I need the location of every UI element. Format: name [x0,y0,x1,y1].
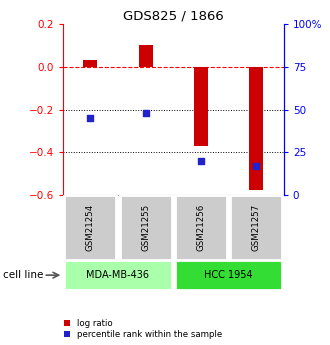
Text: GSM21254: GSM21254 [86,204,95,251]
Point [88,115,93,121]
Text: MDA-MB-436: MDA-MB-436 [86,270,149,280]
Text: HCC 1954: HCC 1954 [204,270,253,280]
Text: GSM21255: GSM21255 [141,204,150,251]
Text: GSM21256: GSM21256 [196,204,205,251]
Point [143,110,148,116]
Bar [83,60,97,67]
Bar [64,260,172,290]
Point [198,158,204,164]
Text: cell line: cell line [3,270,44,280]
Legend: log ratio, percentile rank within the sample: log ratio, percentile rank within the sa… [64,319,222,339]
Bar [64,195,116,260]
Text: GSM21257: GSM21257 [252,204,261,251]
Bar [230,195,282,260]
Bar [175,195,227,260]
Bar [120,195,172,260]
Bar [194,67,208,146]
Bar [139,46,152,67]
Bar [175,260,282,290]
Bar [249,67,263,190]
Title: GDS825 / 1866: GDS825 / 1866 [123,10,224,23]
Point [253,163,259,169]
